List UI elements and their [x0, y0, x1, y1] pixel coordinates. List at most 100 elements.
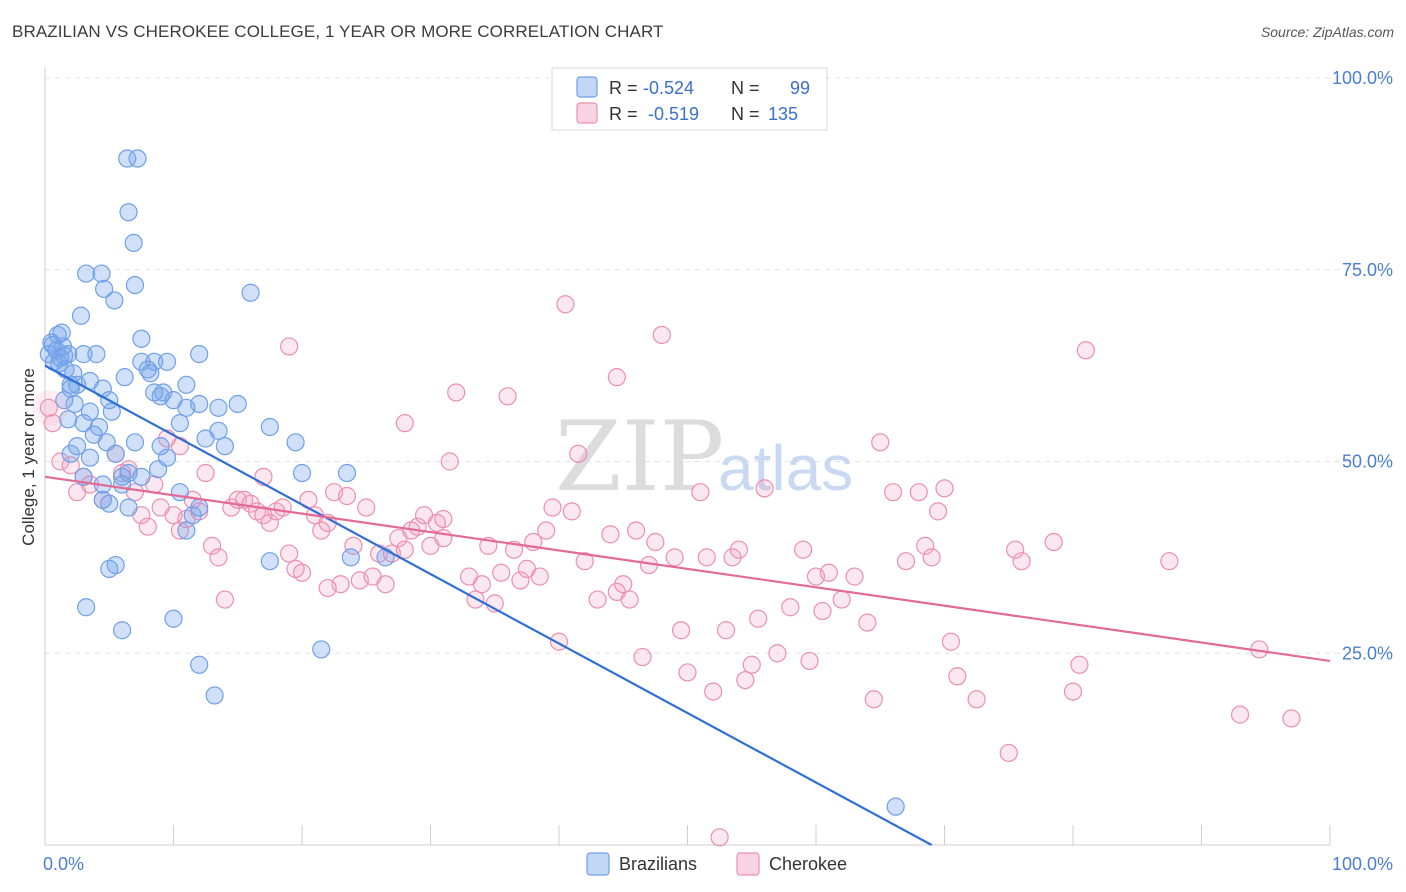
cherokee-point: [395, 414, 414, 433]
cherokee-point: [626, 521, 646, 540]
cherokee-point: [215, 590, 234, 609]
brazilians-point: [157, 448, 177, 467]
series-legend: Brazilians Cherokee: [586, 852, 847, 876]
cherokee-point: [941, 632, 961, 651]
cherokee-point: [511, 571, 530, 590]
cherokee-point: [601, 525, 620, 544]
brazilians-point: [105, 291, 124, 310]
brazilians-point: [228, 394, 247, 414]
brazilians-point: [100, 494, 119, 513]
brazilians-point: [209, 421, 228, 440]
brazilians-point: [71, 306, 91, 325]
brazilians-point: [55, 391, 74, 410]
watermark-zip: ZIP: [555, 401, 724, 513]
cherokee-point: [896, 552, 916, 571]
cherokee-point: [704, 682, 723, 701]
cherokee-point: [543, 498, 562, 517]
cherokee-point: [710, 828, 729, 847]
brazilians-trend-line: [44, 364, 933, 846]
brazilians-point: [43, 335, 62, 355]
brazilians-point: [241, 283, 260, 302]
cherokee-point: [794, 540, 813, 559]
brazilians-point: [260, 552, 279, 571]
x-tick-label: 100.0%: [1332, 854, 1393, 874]
cherokee-point: [1044, 532, 1063, 552]
cherokee-point: [864, 690, 883, 709]
brazilians-point: [119, 498, 138, 517]
brazilians-point: [87, 345, 106, 364]
cherokee-point: [1070, 655, 1089, 674]
brazilians-point: [55, 346, 74, 365]
series-legend-label-cherokee: Cherokee: [769, 854, 847, 874]
cherokee-point: [138, 517, 157, 536]
brazilians-point: [190, 498, 209, 517]
cherokee-point: [202, 536, 222, 555]
brazilians-point: [260, 417, 279, 437]
brazilians-point: [124, 233, 143, 253]
stats-legend: R = -0.524 N = 99 R = -0.519 N = 135: [551, 67, 828, 131]
brazilians-point: [125, 275, 145, 295]
cherokee-point: [967, 690, 986, 709]
brazilians-point: [312, 640, 331, 659]
cherokee-point: [697, 548, 716, 567]
cherokee-point: [742, 655, 761, 674]
trend-lines: [44, 364, 1331, 846]
cherokee-point: [562, 502, 581, 521]
cherokee-point: [736, 670, 755, 690]
brazilians-point: [164, 609, 183, 628]
brazilians-point: [80, 402, 100, 421]
cherokee-point: [768, 644, 787, 663]
cherokee-point: [318, 578, 337, 598]
cherokee-point: [755, 479, 774, 498]
cherokee-point: [716, 621, 736, 640]
brazilians-point: [89, 417, 109, 437]
cherokee-trend-line: [44, 475, 1331, 663]
cherokee-point: [569, 444, 588, 463]
y-axis-title: College, 1 year or more: [19, 368, 38, 546]
cherokee-point: [729, 540, 749, 559]
cherokee-point: [51, 452, 70, 471]
cherokee-point: [273, 498, 292, 517]
brazilians-point: [77, 264, 96, 283]
series-legend-swatch-cherokee: [736, 852, 760, 876]
cherokee-point: [928, 502, 948, 521]
grid-lines: [45, 77, 1392, 654]
stats-legend-box: [551, 67, 828, 131]
y-tick-label: 50.0%: [1342, 452, 1393, 472]
cherokee-point: [813, 601, 832, 621]
cherokee-point: [440, 452, 459, 471]
cherokee-point: [1076, 341, 1095, 360]
brazilians-point: [68, 437, 87, 456]
source-label: Source: ZipAtlas.com: [1260, 24, 1394, 40]
cherokee-point: [492, 563, 511, 582]
cherokee-point: [665, 548, 684, 567]
cherokee-point: [749, 609, 768, 628]
brazilians-point: [74, 345, 93, 364]
cherokee-point: [575, 552, 594, 571]
cherokee-point: [292, 563, 312, 582]
legend-n-value-1: 99: [790, 78, 810, 98]
cherokee-point: [1063, 682, 1083, 701]
brazilians-point: [80, 448, 100, 467]
cherokee-point: [556, 295, 575, 314]
cherokee-point: [935, 479, 954, 498]
brazilians-point: [125, 433, 145, 452]
brazilians-point: [286, 433, 305, 452]
cherokee-point: [209, 548, 228, 567]
brazilians-point: [190, 345, 209, 364]
cherokee-point: [858, 613, 877, 632]
brazilians-point: [106, 444, 125, 463]
brazilians-point: [292, 463, 312, 483]
cherokee-point: [280, 337, 299, 356]
cherokee-point: [1282, 709, 1301, 728]
cherokee-point: [1006, 540, 1025, 559]
cherokee-point: [800, 651, 819, 671]
brazilians-point: [151, 437, 170, 456]
cherokee-point: [43, 414, 62, 433]
cherokee-point: [922, 548, 941, 567]
brazilians-point: [112, 475, 132, 494]
brazilians-point: [145, 383, 164, 402]
brazilians-point: [215, 437, 234, 456]
cherokee-point: [1160, 552, 1179, 571]
brazilians-point: [177, 375, 196, 394]
